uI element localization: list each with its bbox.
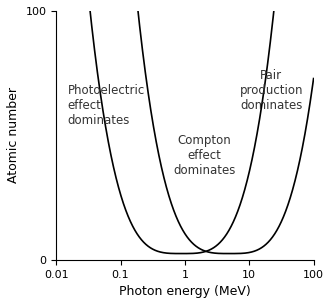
Text: Compton
effect
dominates: Compton effect dominates (173, 134, 235, 177)
X-axis label: Photon energy (MeV): Photon energy (MeV) (119, 285, 251, 298)
Text: Photoelectric
effect
dominates: Photoelectric effect dominates (68, 84, 145, 127)
Y-axis label: Atomic number: Atomic number (7, 87, 20, 183)
Text: Pair
production
dominates: Pair production dominates (240, 69, 303, 112)
